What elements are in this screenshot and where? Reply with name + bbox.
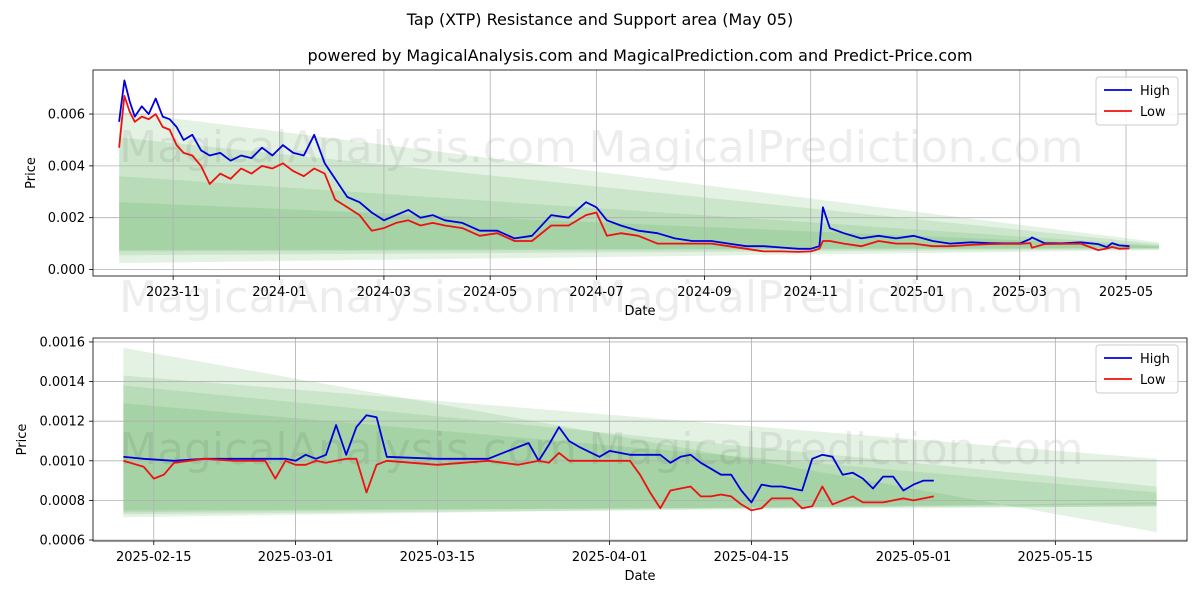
y-tick-label: 0.000 xyxy=(48,263,85,278)
watermark-analysis: MagicalAnalysis.com xyxy=(119,122,577,173)
x-tick-label: 2025-04-15 xyxy=(714,550,790,565)
x-axis-label: Date xyxy=(624,304,655,319)
support-resistance-band-2 xyxy=(123,375,1157,515)
support-resistance-band-3 xyxy=(119,176,1160,252)
series-group xyxy=(123,414,934,512)
watermark-prediction: MagicalPrediction.com xyxy=(589,424,1084,475)
x-tick-label: 2024-11 xyxy=(784,285,838,300)
x-axis-label: Date xyxy=(624,569,655,584)
x-tick-label: 2023-11 xyxy=(146,285,200,300)
x-tick-label: 2024-03 xyxy=(357,285,411,300)
series-line-low xyxy=(118,95,1130,253)
legend-label-high: High xyxy=(1140,352,1170,367)
y-tick-label: 0.0014 xyxy=(40,375,86,390)
x-tick-label: 2024-05 xyxy=(463,285,517,300)
y-tick-label: 0.0008 xyxy=(40,494,86,509)
legend-label-high: High xyxy=(1140,84,1170,99)
x-tick-label: 2024-09 xyxy=(677,285,731,300)
y-axis-label: Price xyxy=(15,424,30,456)
x-tick-label: 2025-03-01 xyxy=(258,550,334,565)
x-tick-label: 2025-05 xyxy=(1099,285,1153,300)
legend-frame xyxy=(1095,344,1179,394)
y-tick-label: 0.0010 xyxy=(40,454,86,469)
figure-suptitle: Tap (XTP) Resistance and Support area (M… xyxy=(406,10,793,29)
figure-subtitle: powered by MagicalAnalysis.com and Magic… xyxy=(307,46,972,65)
legend-label-low: Low xyxy=(1140,105,1166,120)
y-tick-label: 0.0006 xyxy=(40,534,86,549)
y-tick-label: 0.0016 xyxy=(40,335,86,350)
top-chart: MagicalAnalysis.com MagicalPrediction.com… xyxy=(24,69,1188,323)
legend-frame xyxy=(1095,76,1179,126)
axes-frame xyxy=(92,69,1188,277)
support-resistance-band-3 xyxy=(123,385,1157,513)
x-tick-label: 2025-01 xyxy=(890,285,944,300)
series-line-high xyxy=(123,414,934,504)
bottom-chart: MagicalAnalysis.com MagicalPrediction.com… xyxy=(15,335,1188,584)
legend: High Low xyxy=(1095,344,1179,394)
legend: High Low xyxy=(1095,76,1179,126)
watermark-analysis: MagicalAnalysis.com xyxy=(119,272,577,323)
y-tick-label: 0.0012 xyxy=(40,415,86,430)
series-line-high xyxy=(118,79,1130,250)
axes-frame xyxy=(92,337,1188,542)
legend-label-low: Low xyxy=(1140,373,1166,388)
series-group xyxy=(118,79,1130,253)
y-axis-label: Price xyxy=(24,157,39,189)
x-tick-label: 2025-05-15 xyxy=(1018,550,1094,565)
x-tick-label: 2025-04-01 xyxy=(572,550,648,565)
watermark-prediction: MagicalPrediction.com xyxy=(589,122,1084,173)
x-tick-label: 2025-05-01 xyxy=(876,550,952,565)
support-resistance-band-2 xyxy=(119,137,1160,256)
series-line-low xyxy=(123,452,934,512)
x-tick-label: 2024-01 xyxy=(252,285,306,300)
x-tick-label: 2025-03 xyxy=(993,285,1047,300)
x-tick-label: 2024-07 xyxy=(569,285,623,300)
y-tick-label: 0.006 xyxy=(48,108,85,123)
support-resistance-band-1 xyxy=(123,347,1157,533)
watermark-prediction: MagicalPrediction.com xyxy=(589,272,1084,323)
support-resistance-band-1 xyxy=(119,111,1160,264)
y-tick-label: 0.002 xyxy=(48,211,85,226)
y-tick-label: 0.004 xyxy=(48,159,85,174)
x-tick-label: 2025-02-15 xyxy=(116,550,192,565)
x-tick-label: 2025-03-15 xyxy=(400,550,476,565)
